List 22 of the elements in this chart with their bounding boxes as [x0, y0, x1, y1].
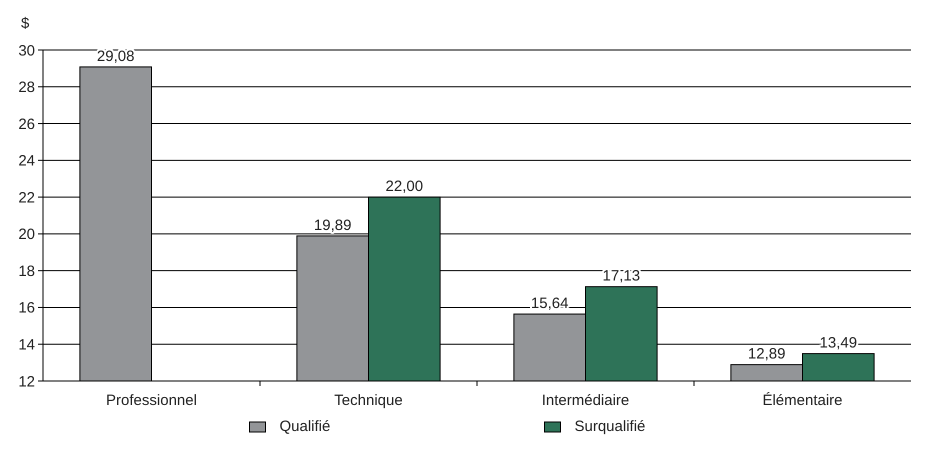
y-tick-label: 14 — [18, 336, 35, 354]
data-label: 19,89 — [314, 216, 352, 234]
y-tick-label: 30 — [18, 42, 35, 60]
x-tick-label: Élémentaire — [762, 391, 843, 409]
y-tick-label: 20 — [18, 226, 35, 244]
y-tick-label: 22 — [18, 189, 35, 206]
y-tick-label: 12 — [18, 373, 35, 390]
x-tick-label: Technique — [334, 392, 403, 409]
legend-label: Surqualifié — [574, 418, 646, 435]
data-label: 17,13 — [602, 268, 640, 285]
data-label: 22,00 — [386, 178, 424, 196]
x-tick-label: Professionnel — [106, 392, 197, 409]
y-tick-label: 18 — [18, 262, 35, 280]
data-label: 12,89 — [748, 346, 786, 363]
y-axis-title: $ — [21, 15, 30, 32]
y-tick-label: 26 — [18, 116, 35, 133]
y-tick-label: 16 — [18, 300, 35, 317]
y-tick-label: 24 — [18, 152, 35, 170]
data-label: 29,08 — [96, 48, 134, 65]
y-tick-label: 28 — [18, 79, 35, 96]
legend-label: Qualifié — [280, 418, 330, 435]
x-tick-label: Intermédiaire — [542, 392, 630, 409]
